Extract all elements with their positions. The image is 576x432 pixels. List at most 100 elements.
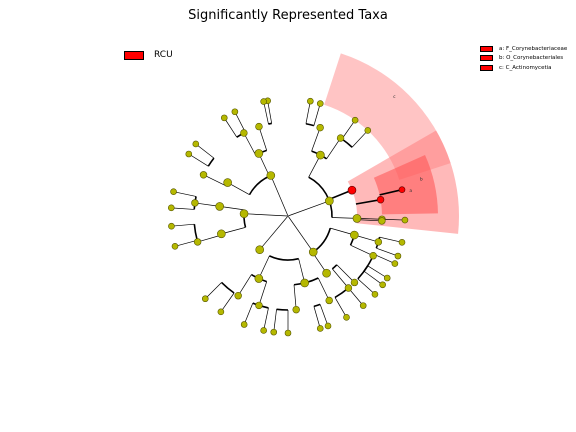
taxon-node	[379, 281, 386, 289]
tree-branch	[350, 244, 374, 257]
taxon-node	[260, 327, 267, 334]
tree-branch	[341, 119, 356, 140]
tree-branch	[263, 101, 269, 125]
taxon-node	[239, 209, 249, 218]
taxon-node	[394, 252, 402, 260]
taxon-node	[336, 134, 345, 142]
taxon-node	[300, 278, 309, 288]
clade-a-highlight	[373, 154, 438, 215]
tree-arc	[305, 122, 315, 127]
tree-branch	[363, 270, 383, 286]
tree-branch	[317, 277, 330, 301]
clade-letter: c	[393, 95, 396, 100]
tree-branch	[334, 297, 347, 318]
group-legend-label: RCU	[154, 50, 173, 60]
tree-branch	[373, 253, 396, 264]
tree-branch	[356, 219, 382, 222]
taxon-node	[371, 290, 379, 298]
tree-branch	[270, 175, 289, 217]
taxon-node	[308, 247, 318, 257]
taxon-node	[292, 305, 300, 314]
tree-branch	[376, 247, 399, 257]
taxon-node	[201, 295, 209, 303]
tree-branch	[348, 287, 364, 306]
taxon-node	[344, 284, 353, 292]
tree-branch	[326, 137, 341, 159]
taxon-node	[350, 230, 359, 240]
tree-arc	[269, 255, 299, 261]
taxon-node	[316, 150, 325, 160]
tree-branch	[357, 278, 376, 295]
taxon-node	[343, 314, 350, 321]
taxon-node	[307, 97, 314, 105]
tree-branch	[173, 191, 197, 197]
tree-branch	[305, 101, 311, 124]
taxon-node	[234, 292, 242, 300]
taxon-node	[359, 302, 367, 309]
tree-branch	[355, 198, 381, 205]
tree-branch	[293, 284, 297, 310]
tree-branch	[379, 236, 403, 243]
tree-branch	[203, 174, 227, 187]
tree-branch	[259, 215, 289, 250]
taxon-node	[192, 140, 200, 148]
tree-arc	[248, 175, 270, 196]
clade-letter: a	[409, 189, 412, 194]
tree-arc	[268, 122, 272, 125]
tree-branch	[258, 126, 268, 151]
taxon-node	[322, 268, 331, 278]
tree-branch	[319, 304, 329, 327]
tree-branch	[263, 307, 269, 331]
taxon-node	[240, 129, 248, 137]
tree-branch	[313, 103, 321, 126]
tree-branch	[336, 264, 355, 283]
tree-branch	[243, 303, 254, 325]
taxon-node	[383, 274, 391, 282]
tree-arc	[313, 303, 321, 308]
taxon-node	[255, 301, 263, 310]
tree-branch	[171, 207, 195, 210]
taxon-node	[171, 242, 179, 250]
tree-branch	[243, 132, 256, 156]
tree-branch	[174, 239, 198, 247]
tree-branch	[197, 234, 222, 243]
tree-branch	[379, 188, 403, 196]
taxon-node	[369, 252, 377, 260]
tree-branch	[267, 100, 273, 124]
clade-letter: b	[420, 176, 423, 182]
tree-branch	[237, 274, 252, 296]
taxon-node	[378, 217, 386, 225]
taxon-node	[316, 100, 324, 107]
highlighted-taxon-node	[376, 195, 385, 204]
taxa-legend-row: a: F_Corynebacteriaceae	[480, 44, 567, 53]
root-marker	[287, 215, 289, 217]
tree-branch	[195, 143, 215, 159]
tree-branch	[171, 223, 195, 227]
tree-branch	[381, 218, 405, 221]
taxon-node	[325, 296, 333, 305]
taxon-node	[170, 188, 177, 195]
taxa-legend-label: a: F_Corynebacteriaceae	[499, 45, 568, 52]
tree-arc	[207, 157, 215, 167]
tree-branch	[313, 306, 321, 329]
taxon-node	[255, 122, 263, 131]
taxon-node	[193, 238, 202, 246]
tree-branch	[220, 292, 235, 313]
taxon-node	[316, 325, 324, 332]
taxon-node	[217, 229, 226, 239]
tree-branch	[234, 111, 246, 133]
figure-title: Significantly Represented Taxa	[188, 8, 388, 23]
tree-arc	[308, 176, 333, 218]
taxon-node	[231, 108, 239, 116]
taxa-legend-label: c: C_Actinomycetia	[499, 64, 552, 71]
taxon-node	[185, 150, 193, 158]
tree-branch	[205, 282, 222, 299]
tree-branch	[332, 268, 349, 289]
taxon-node	[401, 216, 409, 224]
tree-arc	[220, 281, 235, 294]
taxon-node	[374, 238, 383, 246]
taxon-node	[199, 171, 208, 179]
taxon-node	[254, 149, 264, 158]
tree-branch	[273, 309, 277, 333]
